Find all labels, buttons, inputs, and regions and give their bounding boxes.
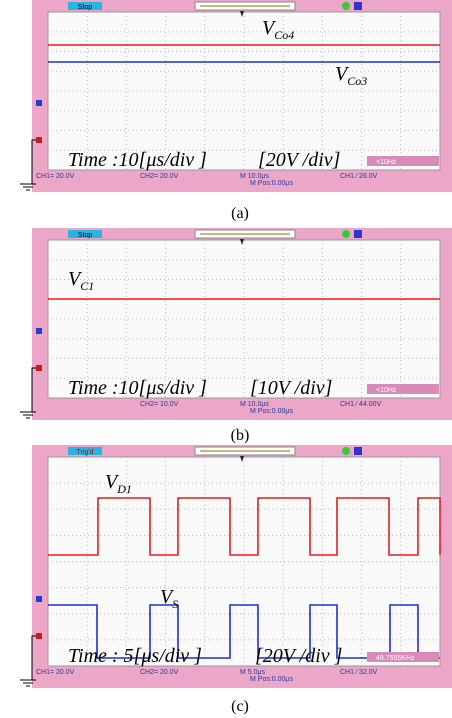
timebase: M 10.0μs — [240, 173, 269, 180]
figure: StopVCo4VCo3Time :10[μs/div ][20V /div]<… — [0, 0, 452, 718]
signal-sub: D1 — [116, 482, 132, 496]
channel-marker — [36, 365, 42, 371]
caption: (c) — [231, 698, 249, 715]
time-scale: Time :10[μs/div ] — [68, 149, 207, 171]
signal-sub: Co4 — [274, 28, 294, 42]
timebase: M 10.0μs — [240, 401, 269, 408]
freq: 49.7555KHz — [376, 655, 415, 662]
timebase: M 5.0μs — [240, 669, 266, 676]
trigger: CH1 ⁄ 26.0V — [340, 173, 378, 180]
ch2: CH2= 20.0V — [140, 173, 179, 180]
status: Trig'd — [76, 449, 93, 456]
time-scale: Time :10[μs/div ] — [68, 377, 207, 399]
channel-marker — [36, 100, 42, 106]
trigger: CH1 ⁄ 32.0V — [340, 669, 378, 676]
mpos: M Pos:0.00μs — [250, 408, 293, 415]
status: Stop — [78, 232, 93, 239]
caption: (a) — [231, 205, 249, 222]
time-scale: Time : 5[μs/div ] — [68, 645, 202, 667]
channel-marker — [36, 633, 42, 639]
status-icon — [354, 230, 362, 238]
status-icon — [342, 447, 350, 455]
ch1: CH1= 20.0V — [36, 669, 75, 676]
mpos: M Pos:0.00μs — [250, 180, 293, 187]
status-icon — [354, 2, 362, 10]
channel-marker — [36, 596, 42, 602]
channel-marker — [36, 328, 42, 334]
trigger: CH1 ⁄ 44.00V — [340, 401, 382, 408]
volt-scale: [20V /div] — [258, 149, 340, 171]
volt-scale: [10V /div] — [250, 377, 332, 399]
freq: <10Hz — [376, 387, 397, 394]
page: {"panels": [ {"status": "Stop", "labels"… — [0, 0, 452, 718]
signal-sub: Co3 — [347, 74, 367, 88]
signal-sub: C1 — [80, 279, 94, 293]
mpos: M Pos:0.00μs — [250, 676, 293, 683]
ch1: CH1= 20.0V — [36, 173, 75, 180]
status-icon — [354, 447, 362, 455]
freq: <10Hz — [376, 159, 397, 166]
signal-sub: S — [172, 597, 178, 611]
status-icon — [342, 2, 350, 10]
volt-scale: [20V /div ] — [255, 645, 342, 667]
ch2: CH2= 20.0V — [140, 669, 179, 676]
status-icon — [342, 230, 350, 238]
status: Stop — [78, 4, 93, 11]
caption: (b) — [231, 427, 250, 444]
channel-marker — [36, 137, 42, 143]
ch2: CH2= 10.0V — [140, 401, 179, 408]
